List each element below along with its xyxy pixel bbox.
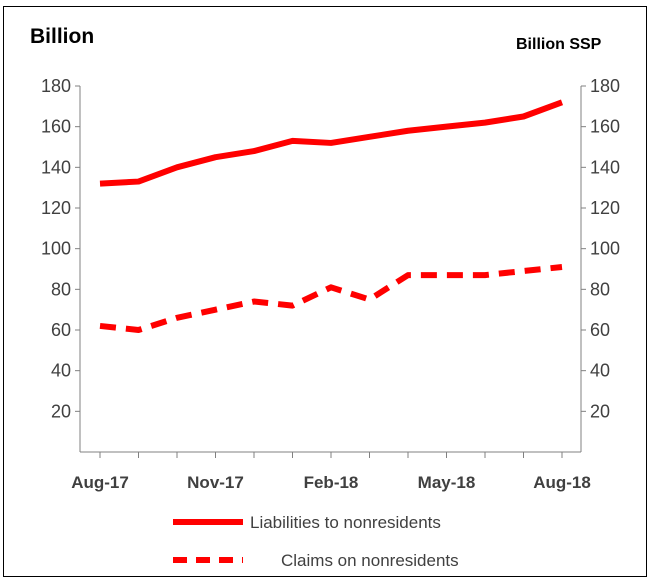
chart-title-left: Billion	[30, 25, 94, 48]
y-tick-label-right: 160	[590, 117, 620, 137]
x-tick-label: Feb-18	[304, 473, 359, 492]
x-tick-label: Nov-17	[187, 473, 244, 492]
y-tick-label-left: 140	[41, 157, 71, 177]
series-layer	[99, 99, 564, 333]
y-tick-label-right: 180	[590, 76, 620, 96]
y-tick-label-right: 60	[590, 320, 610, 340]
y-tick-label-right: 120	[590, 198, 620, 218]
y-tick-label-left: 80	[51, 279, 71, 299]
y-tick-label-left: 60	[51, 320, 71, 340]
x-tick-label: Aug-17	[71, 473, 129, 492]
axes: 20 40 60 80 100 120 140 160 180 20 40 60 80 100 120 140…	[41, 76, 620, 492]
y-tick-label-left: 40	[51, 361, 71, 381]
series-line-claims	[99, 263, 563, 333]
x-tick-label: May-18	[418, 473, 476, 492]
y-tick-label-right: 140	[590, 157, 620, 177]
legend: Liabilities to nonresidents Claims on no…	[173, 513, 459, 570]
chart-frame	[3, 6, 647, 577]
legend-label-liabilities: Liabilities to nonresidents	[250, 513, 441, 532]
chart-title-right: Billion SSP	[516, 36, 602, 53]
y-tick-label-right: 40	[590, 361, 610, 381]
series-line-liabilities	[99, 99, 564, 187]
y-tick-label-right: 20	[590, 401, 610, 421]
y-tick-label-left: 160	[41, 117, 71, 137]
legend-label-claims: Claims on nonresidents	[281, 551, 459, 570]
x-tick-label: Aug-18	[533, 473, 591, 492]
y-tick-label-left: 120	[41, 198, 71, 218]
y-tick-label-left: 20	[51, 401, 71, 421]
y-tick-label-left: 100	[41, 239, 71, 259]
y-tick-label-left: 180	[41, 76, 71, 96]
y-tick-label-right: 100	[590, 239, 620, 259]
y-tick-label-right: 80	[590, 279, 610, 299]
